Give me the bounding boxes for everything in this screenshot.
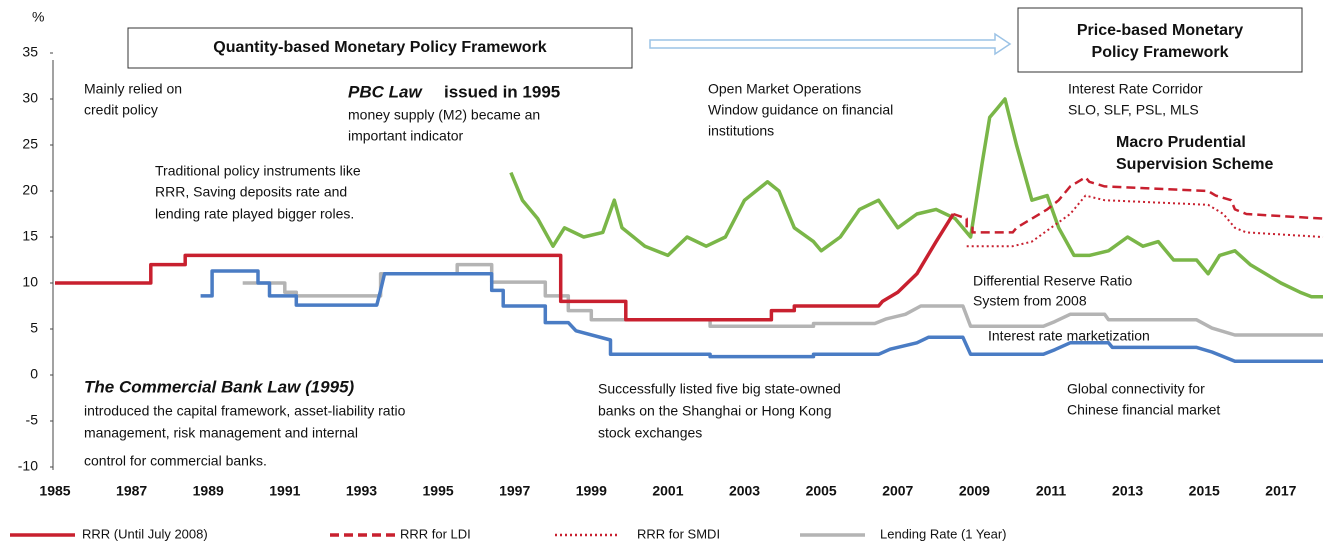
frame-box (127, 27, 633, 69)
y-tick-label: 5 (30, 320, 38, 336)
frame-box (1017, 7, 1303, 73)
annotation: issued in 1995 (444, 82, 560, 101)
annotation: RRR, Saving deposits rate and (155, 184, 347, 200)
y-tick-label: 30 (22, 90, 38, 106)
y-tick-label: 25 (22, 136, 38, 152)
x-tick-label: 2013 (1112, 483, 1143, 499)
x-tick-label: 2011 (1036, 483, 1067, 499)
annotation: Global connectivity for (1067, 381, 1205, 397)
annotation: credit policy (84, 102, 158, 118)
annotation: institutions (708, 123, 774, 139)
x-tick-label: 2001 (652, 483, 683, 499)
annotation: SLO, SLF, PSL, MLS (1068, 102, 1199, 118)
legend-label: RRR for SMDI (637, 526, 720, 541)
annotation: lending rate played bigger roles. (155, 206, 354, 222)
legend-label: RRR for LDI (400, 526, 471, 541)
y-tick-label: 35 (22, 44, 38, 60)
annotation: Mainly relied on (84, 81, 182, 97)
x-tick-label: 2005 (806, 483, 837, 499)
annotation: Interest Rate Corridor (1068, 81, 1203, 97)
line (55, 213, 955, 322)
line (966, 194, 1324, 248)
annotation: management, risk management and internal (84, 425, 358, 441)
x-tick-label: 2007 (882, 483, 913, 499)
annotation: important indicator (348, 128, 464, 144)
annotation: Window guidance on financial (708, 102, 893, 118)
x-tick-label: 1991 (269, 483, 300, 499)
y-tick-label: 0 (30, 366, 38, 382)
x-tick-label: 2017 (1265, 483, 1296, 499)
x-tick-label: 1989 (193, 483, 224, 499)
y-tick-label: -10 (18, 458, 38, 474)
x-tick-label: 2015 (1189, 483, 1220, 499)
legend-label: RRR (Until July 2008) (82, 526, 208, 541)
x-tick-label: 1993 (346, 483, 377, 499)
y-tick-label: 20 (22, 182, 38, 198)
annotation: introduced the capital framework, asset-… (84, 403, 406, 419)
annotation: Successfully listed five big state-owned (598, 381, 841, 397)
x-tick-label: 2009 (959, 483, 990, 499)
annotation: Interest rate marketization (988, 328, 1150, 344)
x-tick-label: 1999 (576, 483, 607, 499)
arrow (649, 32, 1012, 56)
annotation: Chinese financial market (1067, 402, 1220, 418)
annotation: control for commercial banks. (84, 453, 267, 469)
x-tick-label: 1987 (116, 483, 147, 499)
annotation: PBC Law (348, 82, 423, 101)
annotation: Differential Reserve Ratio (973, 273, 1132, 289)
x-tick-label: 1997 (499, 483, 530, 499)
y-tick-label: 15 (22, 228, 38, 244)
line (952, 175, 1324, 234)
line (242, 262, 1323, 337)
frame-label: Policy Framework (1092, 44, 1229, 61)
annotation: money supply (M2) became an (348, 107, 540, 123)
annotation: Open Market Operations (708, 81, 861, 97)
legend-label: Lending Rate (1 Year) (880, 526, 1006, 541)
annotation: banks on the Shanghai or Hong Kong (598, 403, 832, 419)
y-tick-label: -5 (26, 412, 39, 428)
line (509, 97, 1323, 299)
annotation: stock exchanges (598, 425, 702, 441)
x-tick-label: 1995 (423, 483, 454, 499)
x-tick-label: 2003 (729, 483, 760, 499)
frame-label: Price-based Monetary (1077, 22, 1243, 39)
frame-label: Quantity-based Monetary Policy Framework (213, 39, 547, 56)
annotation: The Commercial Bank Law (1995) (84, 377, 355, 396)
annotation: Macro Prudential (1116, 134, 1246, 151)
y-tick-label: 10 (22, 274, 38, 290)
annotation: System from 2008 (973, 293, 1087, 309)
x-tick-label: 1985 (39, 483, 70, 499)
annotation: Supervision Scheme (1116, 156, 1273, 173)
unit-label: % (32, 9, 44, 25)
annotation: Traditional policy instruments like (155, 163, 361, 179)
line (200, 269, 1323, 363)
